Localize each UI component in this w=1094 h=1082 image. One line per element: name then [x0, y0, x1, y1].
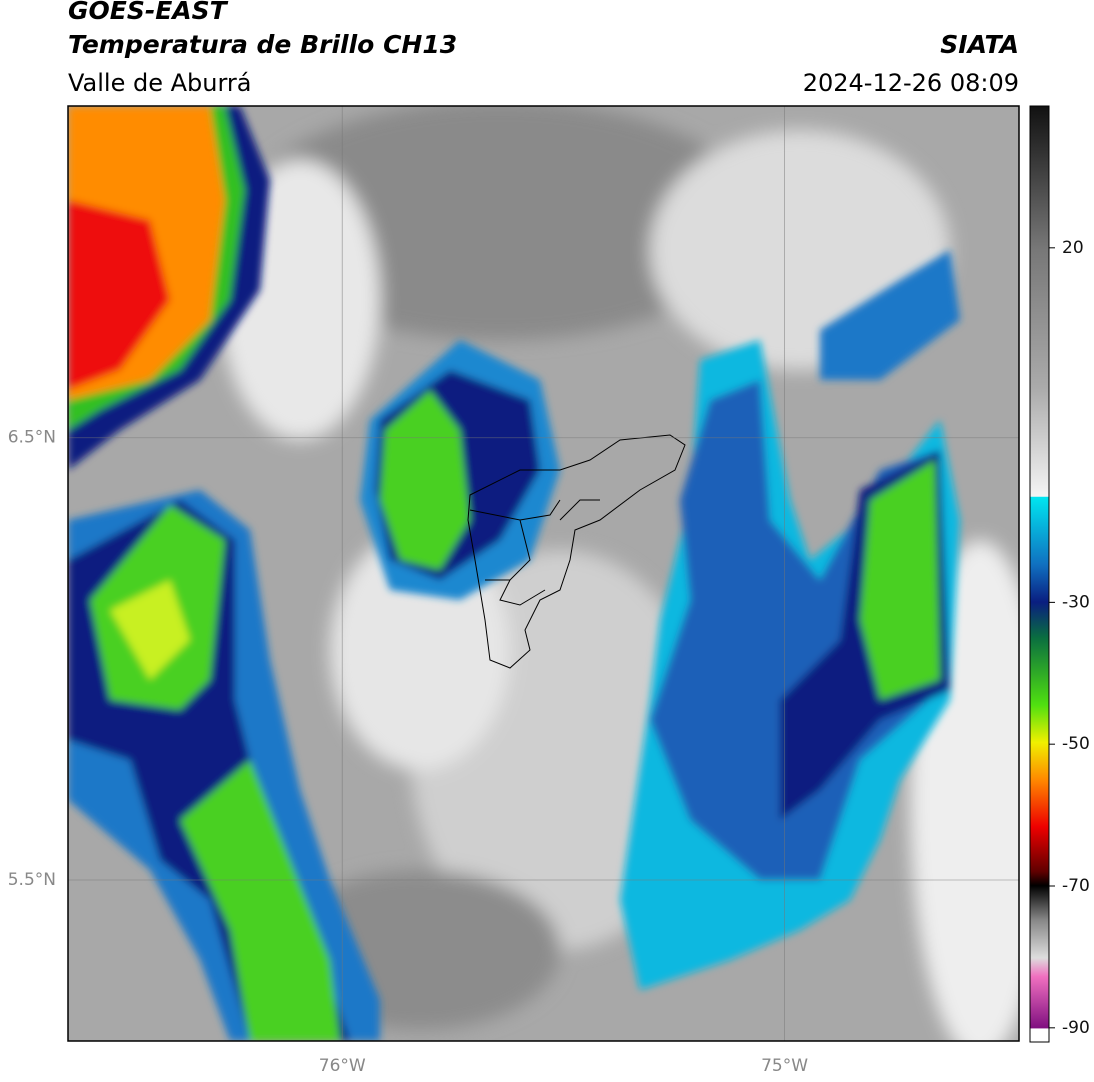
subtitle: Temperatura de Brillo CH13: [68, 30, 457, 59]
municipal-borders: [467, 434, 686, 669]
region: Valle de Aburrá: [68, 69, 252, 97]
colorbar-tick-label: -50: [1062, 734, 1090, 754]
colorbar: [1029, 105, 1050, 1043]
colorbar-tick-label: 20: [1062, 238, 1084, 258]
colorbar-tick-label: -70: [1062, 876, 1090, 896]
imagery: [68, 106, 1019, 1041]
map-frame: [67, 105, 1020, 1042]
lon-tick-label: 75°W: [761, 1056, 808, 1076]
lat-tick-label: 6.5°N: [8, 428, 56, 448]
source: SIATA: [940, 30, 1019, 59]
lat-tick-label: 5.5°N: [8, 870, 56, 890]
lon-tick-label: 76°W: [319, 1056, 366, 1076]
graticule: [68, 106, 1019, 1041]
datetime: 2024-12-26 08:09: [803, 69, 1019, 97]
colorbar-tick-label: -30: [1062, 592, 1090, 612]
title: GOES-EAST: [68, 0, 229, 25]
colorbar-tick-label: -90: [1062, 1018, 1090, 1038]
